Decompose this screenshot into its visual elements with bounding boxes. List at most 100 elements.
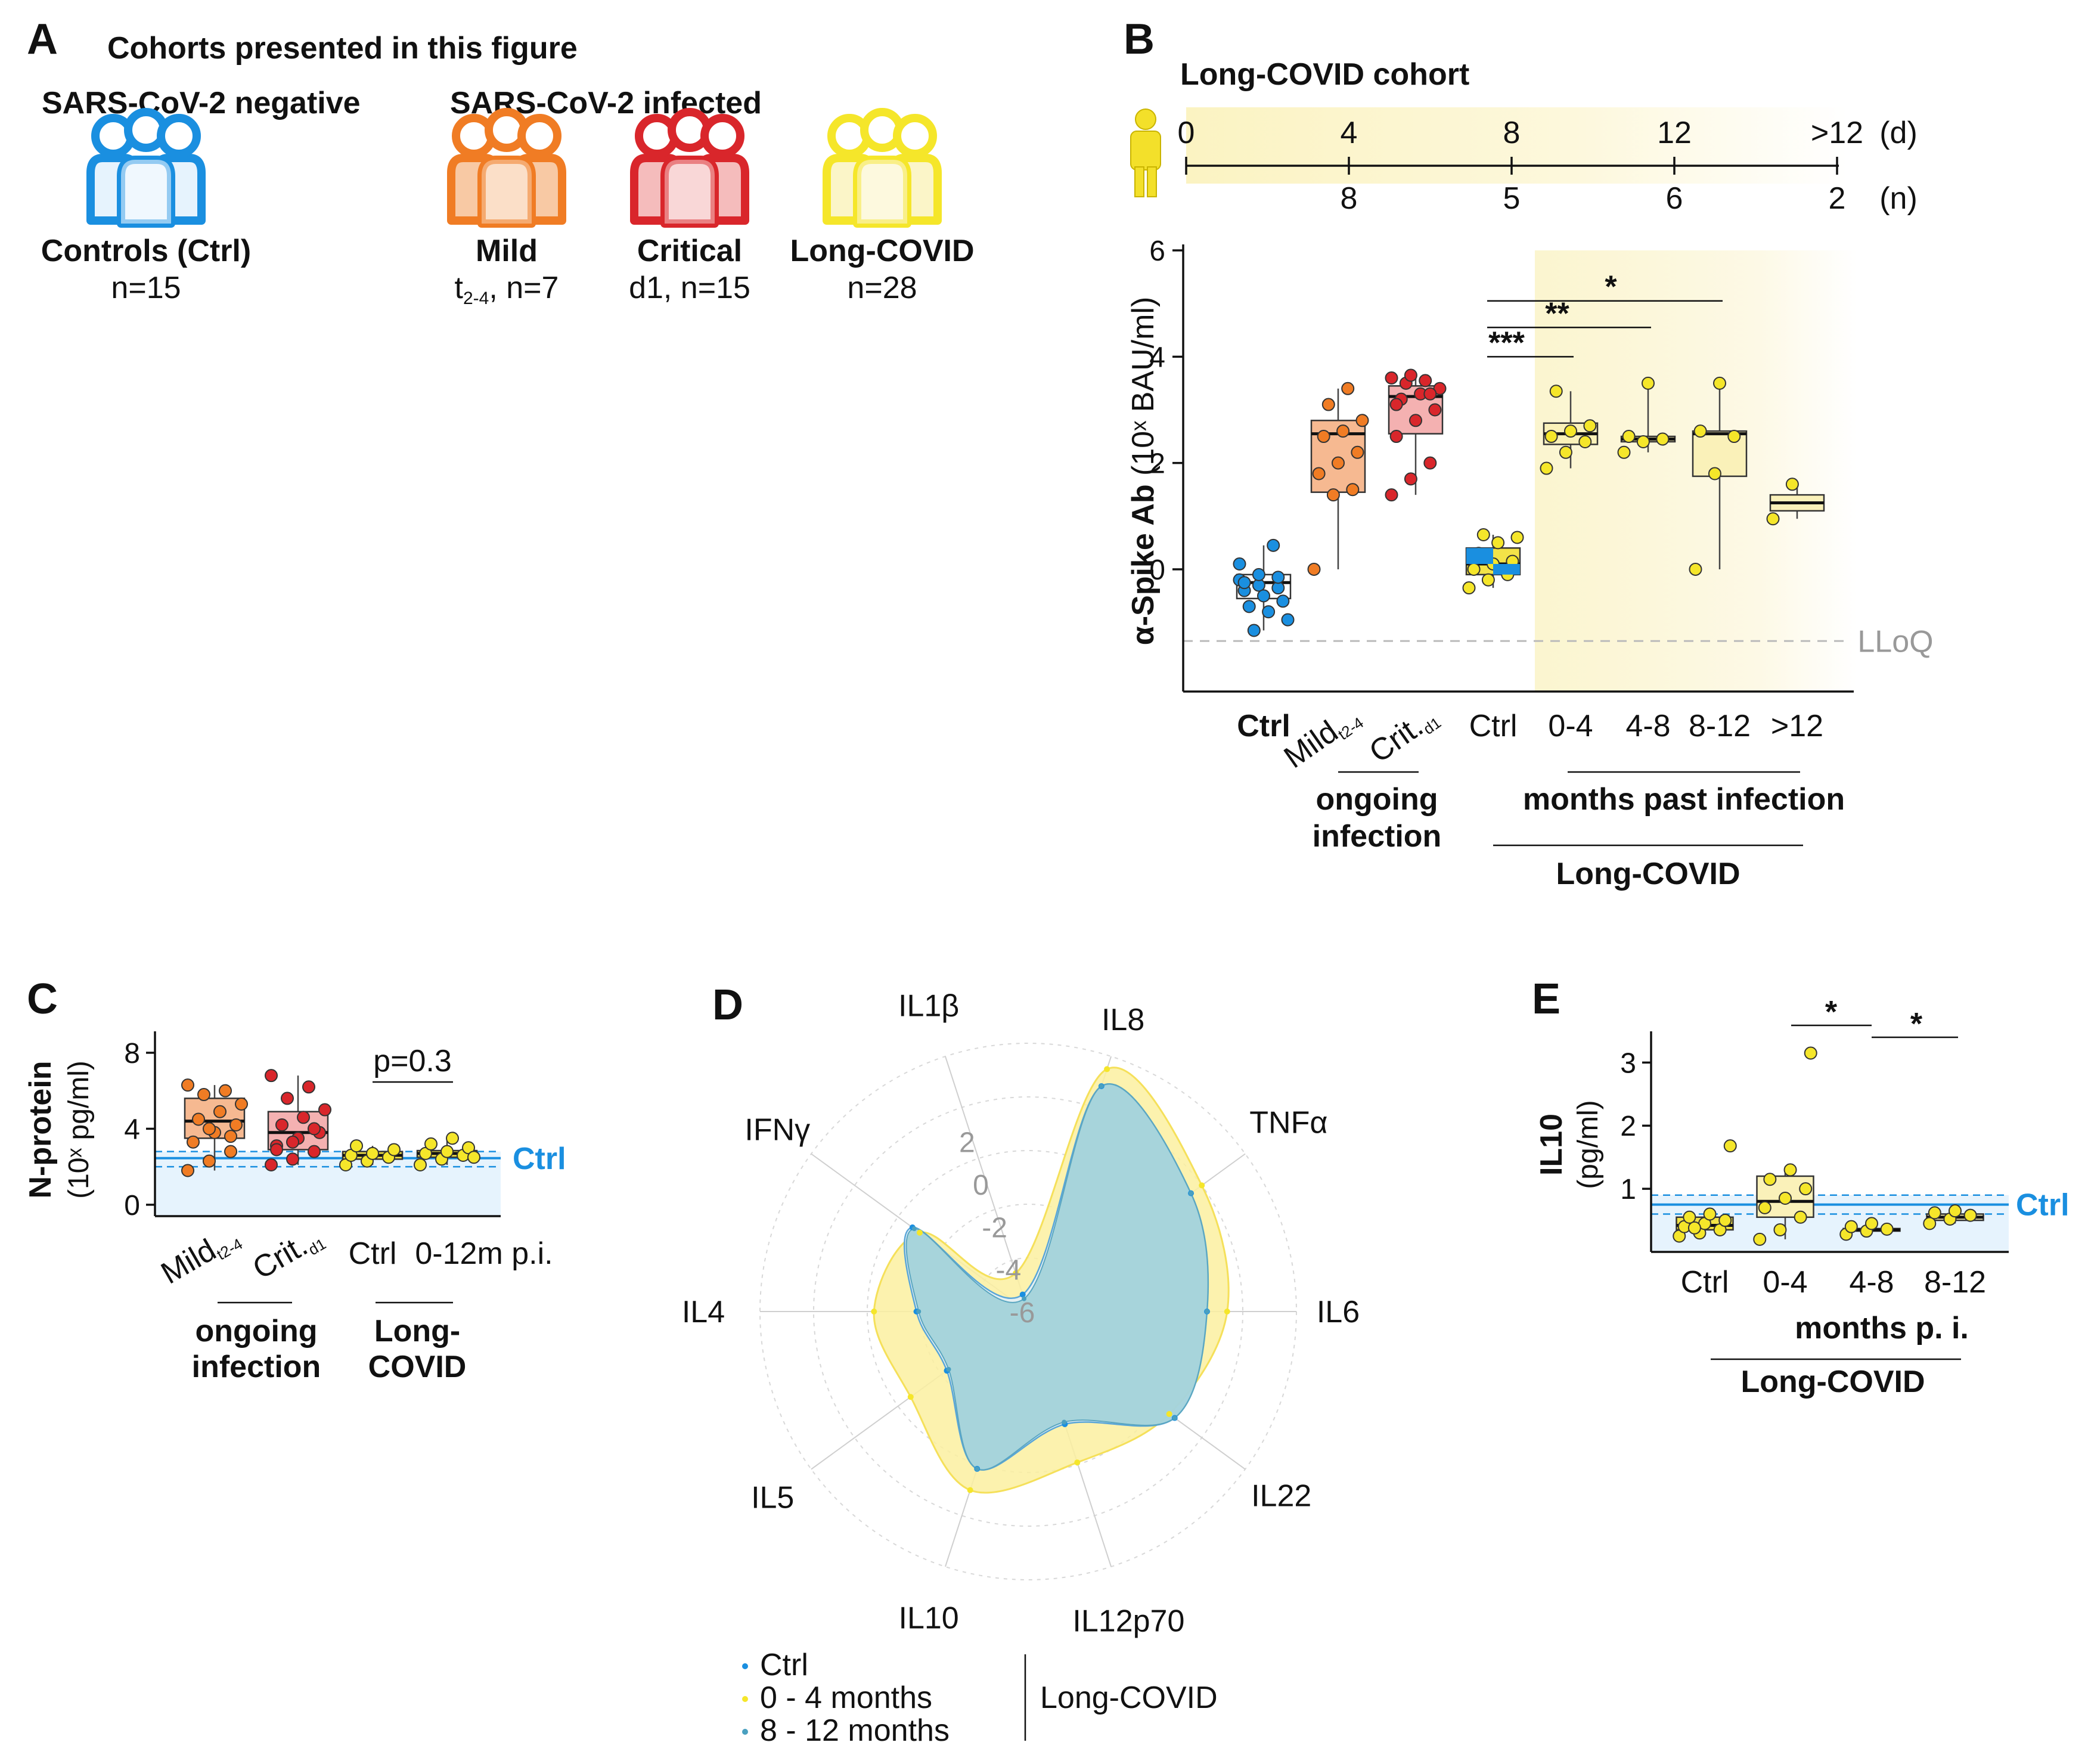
radar-axis: [944, 1056, 1029, 1312]
panel-d: D IL8 TNFα IL6 IL22 IL12p70 IL10 IL5 IL4 IFNγ IL1…: [682, 981, 1360, 1748]
y-tick-label: 0: [124, 1190, 140, 1222]
chart-c: Ctrl 0 4 8 N-protein (10ˣ pg/ml) Mildt2-4 Crit.…: [23, 1031, 566, 1384]
panel-b: B Long-COVID cohort 0 4 8 12 >12 (d) 8 5 6 2 (n): [1124, 15, 1934, 891]
data-point: [1332, 456, 1345, 470]
y-tick-label: 1: [1620, 1174, 1636, 1205]
x-tick-label: Crit.d1: [1363, 699, 1444, 770]
icon-head-2: [700, 114, 744, 158]
legend-label-0-4: 0 - 4 months: [760, 1681, 932, 1715]
radar-point-0-4: [1013, 1270, 1019, 1276]
x-tick-label: Ctrl: [349, 1236, 397, 1271]
chart-e: Ctrl 1 2 3 IL10 (pg/ml) Ctrl 0-4 4-8 8-12 * * months…: [1534, 995, 2070, 1399]
panel-e: E Ctrl 1 2 3 IL10 (pg/ml) Ctrl 0-4 4-8 8-12 * * mont…: [1532, 975, 2070, 1399]
people-group-blue-icon: [86, 108, 206, 228]
data-point: [1708, 467, 1721, 480]
timeline-bottom-label: 8: [1341, 181, 1358, 216]
legend-marker-8-12: [742, 1729, 748, 1735]
data-point: [1540, 461, 1553, 475]
radar-point-0-4: [1074, 1459, 1081, 1466]
radar-point-0-4: [916, 1229, 923, 1236]
x-tick-label-ctrl: Ctrl: [1237, 709, 1290, 743]
x-tick-label-main: Mild: [156, 1233, 222, 1291]
data-point: [350, 1139, 363, 1153]
y-axis-label-unit: (10ˣ BAU/ml): [1126, 297, 1161, 476]
radar-point-8-12: [1062, 1419, 1067, 1425]
panel-letter-e: E: [1532, 975, 1560, 1023]
data-point: [308, 1122, 321, 1136]
radar-point-8-12: [975, 1466, 980, 1471]
x-tick-label: 0-4: [1548, 709, 1593, 743]
group-label-infection: infection: [192, 1350, 321, 1384]
x-tick-label: 0-4: [1763, 1265, 1807, 1300]
data-point: [1341, 382, 1355, 395]
data-point: [1636, 435, 1650, 448]
y-axis-label-main: N-protein: [23, 1061, 58, 1198]
data-point: [1481, 573, 1495, 587]
group-label-covid: COVID: [368, 1350, 467, 1384]
people-group-yellow-icon: [823, 108, 942, 228]
y-tick-label: 2: [1620, 1111, 1636, 1142]
panel-a: A Cohorts presented in this figure SARS-…: [27, 15, 975, 308]
legend-group-label: Long-COVID: [1040, 1681, 1218, 1715]
data-point: [1928, 1206, 1941, 1220]
data-point: [467, 1151, 480, 1164]
radar-axis-label: IFNγ: [744, 1112, 810, 1147]
data-point: [1753, 1232, 1767, 1246]
data-point: [424, 1137, 438, 1151]
x-tick-label-main: Crit.: [247, 1228, 314, 1286]
radar-legend: Ctrl 0 - 4 months 8 - 12 months Long-COV…: [742, 1648, 1218, 1748]
x-tick-label-main: Crit.: [1363, 709, 1429, 770]
y-tick-label: 3: [1620, 1047, 1636, 1079]
data-point: [446, 1131, 459, 1145]
data-point: [1346, 483, 1360, 497]
x-tick-label: Ctrl: [1469, 709, 1518, 743]
data-point: [1880, 1222, 1894, 1236]
box-ctrl-blue-quadrant: [1466, 548, 1493, 565]
y-tick-label: 8: [124, 1038, 140, 1069]
data-point: [1419, 374, 1432, 387]
data-point: [1642, 376, 1655, 390]
y-axis-label-main: IL10: [1534, 1114, 1569, 1176]
radar-axis-label: IL1β: [898, 988, 959, 1023]
data-point: [1247, 624, 1261, 637]
data-point: [1510, 531, 1524, 544]
icon-body-center-fill: [665, 160, 715, 224]
data-point: [1865, 1217, 1878, 1230]
x-tick-label: 4-8: [1849, 1265, 1894, 1300]
y-axis-label-unit: (pg/ml): [1572, 1100, 1604, 1189]
timeline-bottom-unit: (n): [1879, 181, 1918, 216]
data-point: [1693, 424, 1707, 438]
timeline-top-label: 8: [1503, 116, 1521, 150]
data-point: [1656, 432, 1670, 446]
radar-point-8-12: [1205, 1309, 1209, 1314]
radar-point-0-4: [1224, 1309, 1230, 1315]
group-label-longcovid: Long-COVID: [1556, 857, 1740, 891]
significance-stars: *: [1910, 1007, 1923, 1041]
cohort-n-mild: t2-4, n=7: [455, 271, 559, 308]
data-point: [1683, 1210, 1696, 1224]
data-point: [1404, 472, 1417, 486]
data-point: [1559, 445, 1572, 459]
data-point: [1544, 430, 1558, 444]
data-point: [1336, 424, 1350, 438]
data-point: [1257, 589, 1270, 603]
data-point: [1267, 538, 1280, 552]
radar-tick-label: -4: [995, 1255, 1021, 1286]
ctrl-line-label: Ctrl: [2016, 1188, 2070, 1223]
data-point: [270, 1143, 283, 1157]
data-point: [1423, 456, 1437, 470]
data-point: [286, 1135, 299, 1149]
lloq-label: LLoQ: [1857, 624, 1933, 659]
y-tick-label: 4: [1149, 342, 1165, 373]
y-axis-label-unit: (10ˣ pg/ml): [63, 1061, 95, 1199]
icon-head-2: [157, 114, 201, 158]
radar-point-0-4: [967, 1487, 973, 1493]
x-tick-label: Mildt2-4: [1278, 699, 1367, 776]
data-point: [213, 1105, 227, 1118]
cohort-n-controls: n=15: [111, 271, 181, 305]
data-point: [1723, 1139, 1737, 1153]
timeline-shade: [1186, 107, 1848, 184]
group-label-infection: infection: [1313, 819, 1442, 854]
data-point: [1476, 528, 1490, 541]
data-point: [366, 1146, 379, 1160]
